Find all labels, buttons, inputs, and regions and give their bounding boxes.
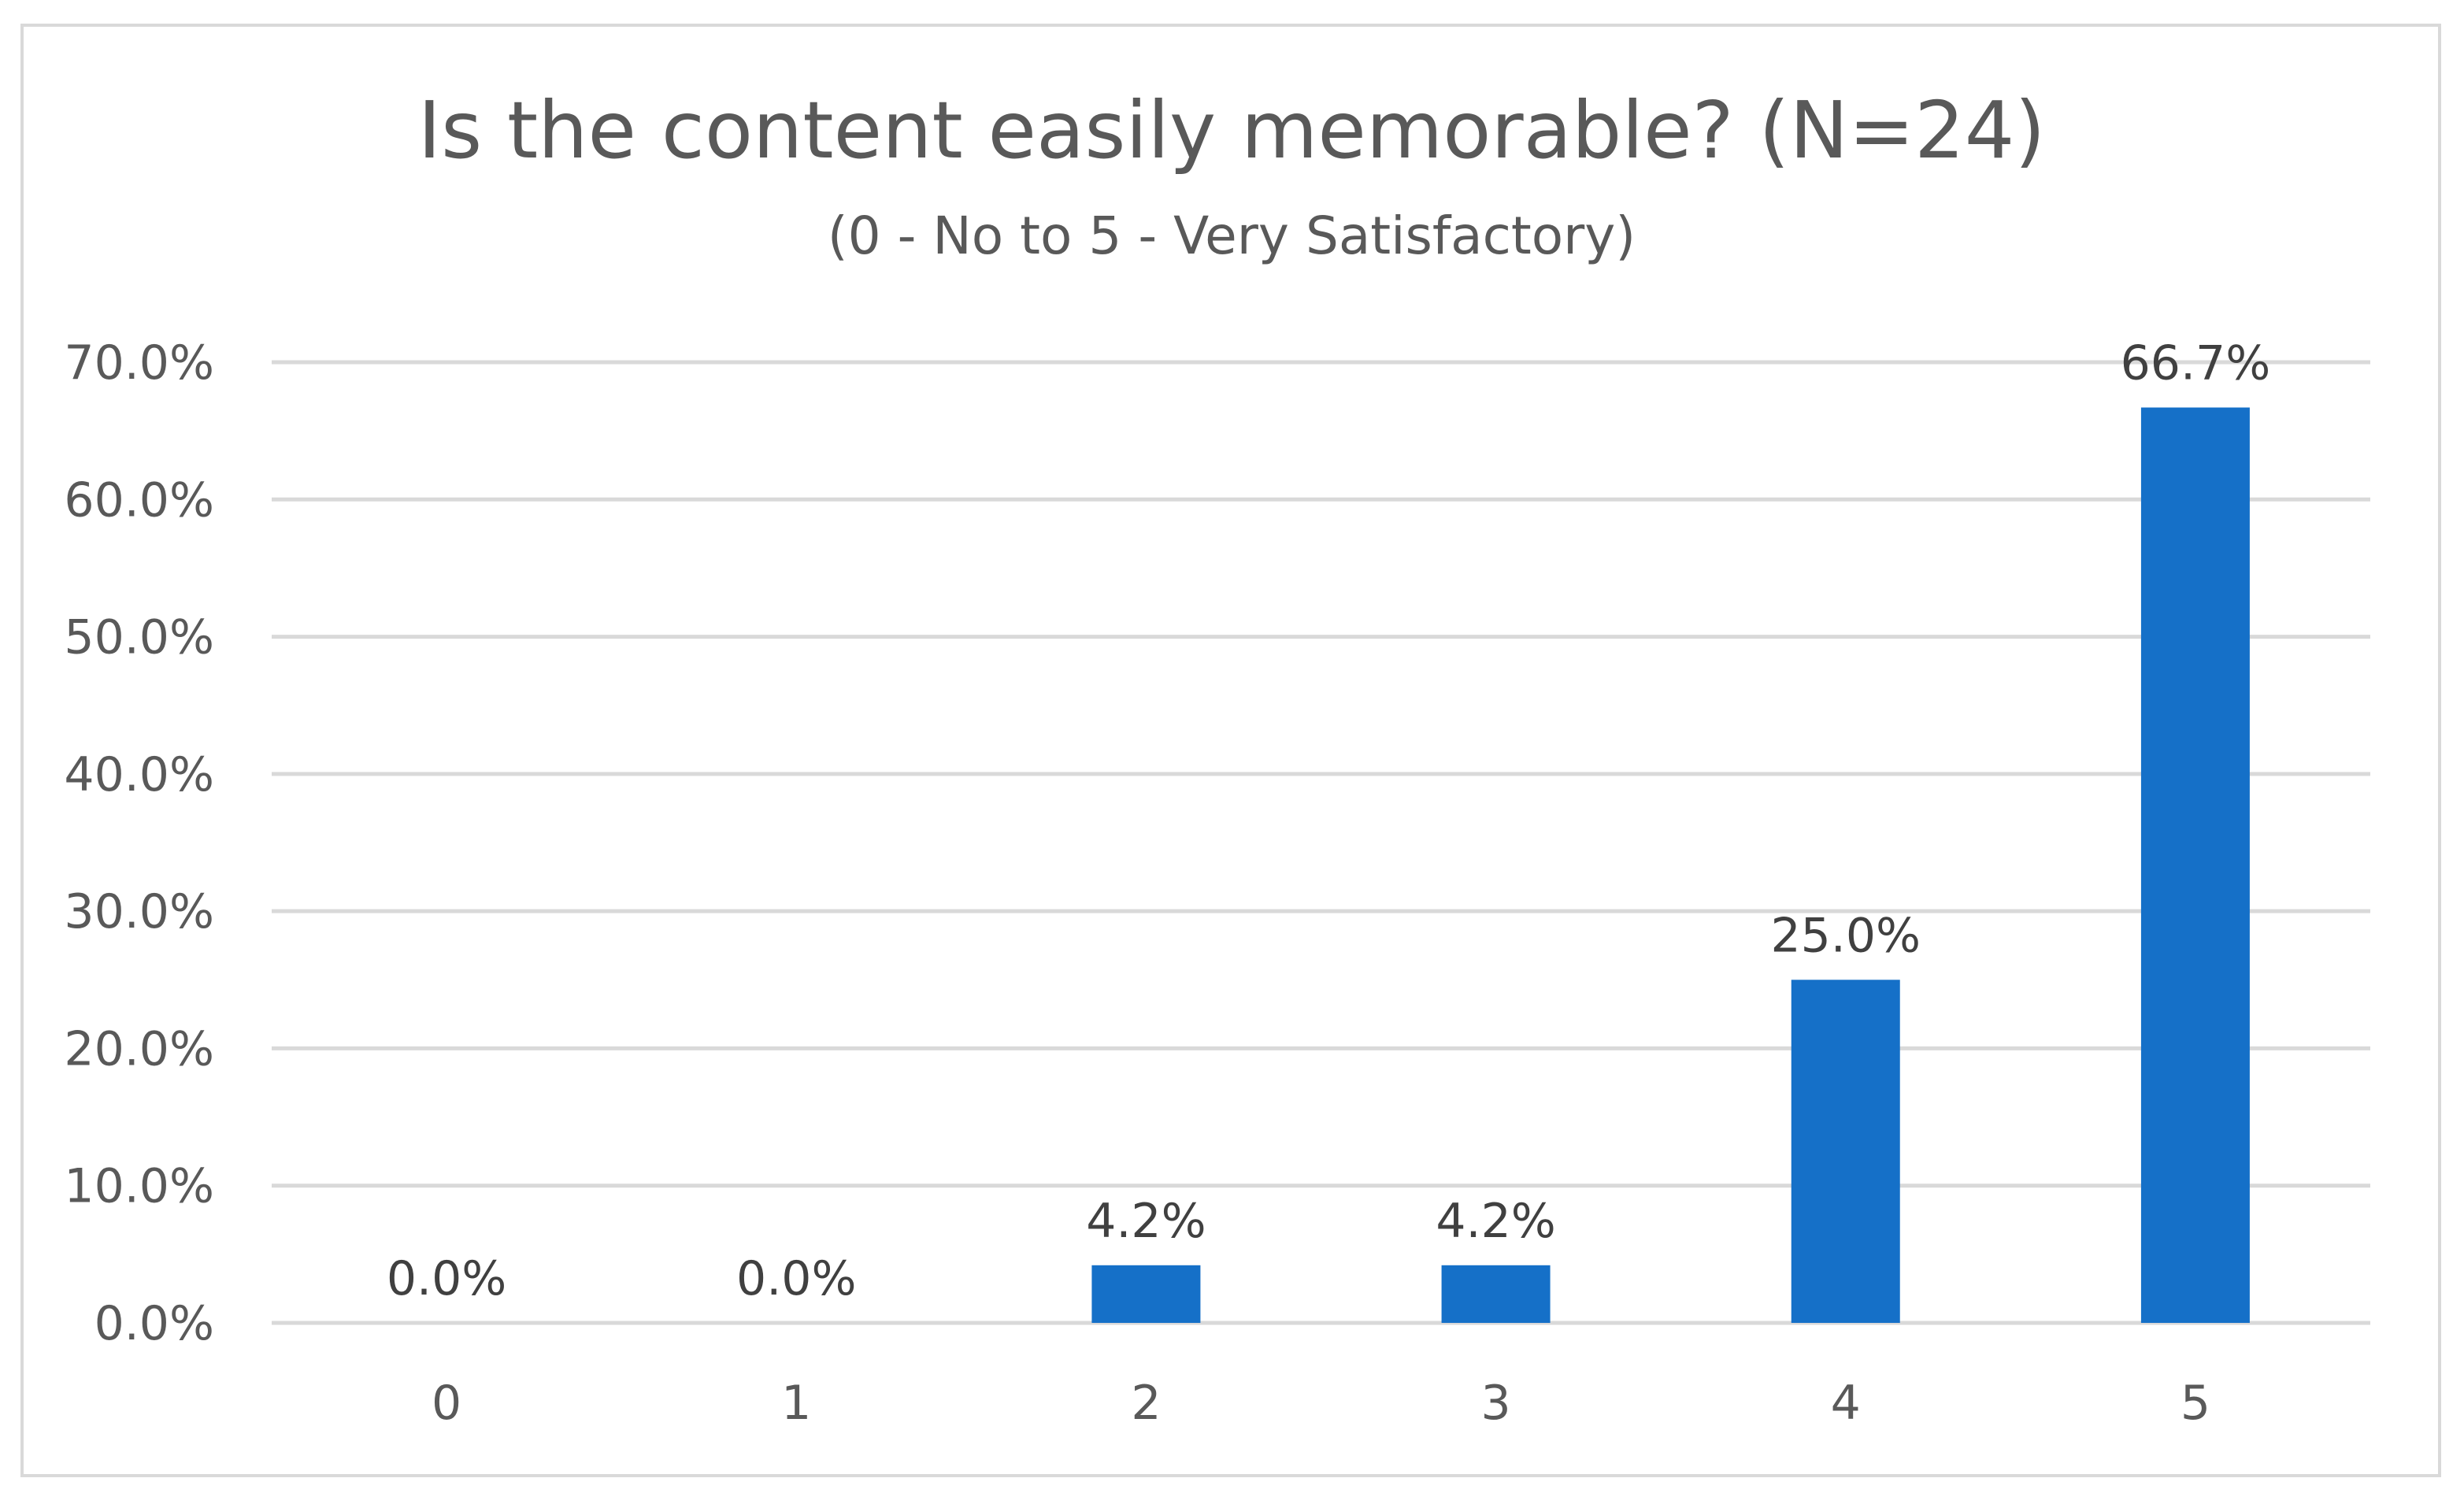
y-tick-label: 10.0% (64, 1159, 214, 1214)
y-tick-label: 60.0% (64, 472, 214, 528)
data-label-5: 66.7% (2121, 336, 2271, 391)
data-label-4: 25.0% (1770, 908, 1921, 963)
x-tick-label-5: 5 (2181, 1376, 2210, 1431)
y-tick-label: 50.0% (64, 610, 214, 665)
chart-frame (20, 24, 2441, 1477)
x-tick-label-4: 4 (1831, 1376, 1861, 1431)
bar-2 (1091, 1265, 1201, 1323)
gridlines (272, 360, 2370, 1325)
bars (1091, 407, 2250, 1323)
data-label-0: 0.0% (387, 1251, 506, 1306)
chart-title: Is the content easily memorable? (N=24) (418, 84, 2046, 176)
y-tick-label: 0.0% (94, 1296, 214, 1351)
bar-3 (1441, 1265, 1551, 1323)
y-tick-label: 40.0% (64, 747, 214, 802)
x-tick-label-2: 2 (1131, 1376, 1161, 1431)
bar-5 (2140, 407, 2250, 1323)
chart-subtitle: (0 - No to 5 - Very Satisfactory) (828, 206, 1636, 266)
y-tick-label: 30.0% (64, 884, 214, 939)
x-axis-tick-labels: 0 1 2 3 4 5 (432, 1376, 2210, 1431)
y-tick-label: 20.0% (64, 1021, 214, 1076)
x-tick-label-3: 3 (1480, 1376, 1510, 1431)
x-tick-label-0: 0 (432, 1376, 461, 1431)
bar-4 (1791, 980, 1900, 1323)
data-label-2: 4.2% (1086, 1194, 1206, 1249)
x-tick-label-1: 1 (781, 1376, 811, 1431)
data-labels: 0.0% 0.0% 4.2% 4.2% 25.0% 66.7% (387, 336, 2270, 1306)
y-axis-tick-labels: 0.0% 10.0% 20.0% 30.0% 40.0% 50.0% 60.0% 70.0% (64, 335, 214, 1351)
y-tick-label: 70.0% (64, 335, 214, 391)
data-label-1: 0.0% (736, 1251, 856, 1306)
data-label-3: 4.2% (1436, 1194, 1555, 1249)
